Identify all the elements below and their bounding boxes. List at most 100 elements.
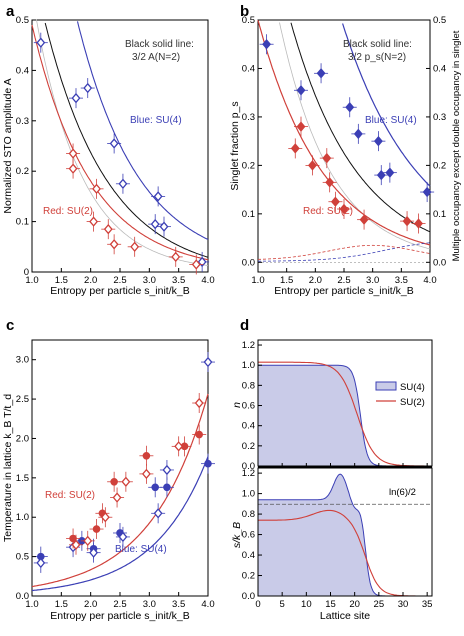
ylabel-a: Normalized STO amplitude A bbox=[2, 78, 14, 213]
x-tick-label: 3.5 bbox=[395, 275, 408, 286]
x-tick-label: 3.0 bbox=[143, 275, 156, 286]
label-blue-c: Blue: SU(4) bbox=[115, 544, 167, 555]
data-point-circle bbox=[151, 483, 159, 492]
y-tick-right-label: 0.2 bbox=[433, 160, 446, 171]
data-point-diamond bbox=[316, 68, 326, 79]
x-tick-label: 20 bbox=[349, 599, 360, 610]
x-tick-label: 2.0 bbox=[84, 275, 97, 286]
y-tick-label: 0.3 bbox=[242, 112, 255, 123]
data-point-diamond bbox=[121, 476, 131, 487]
ylabel-c: Temperature in lattice k_B T/t_d bbox=[2, 394, 14, 542]
x-tick-label: 15 bbox=[325, 599, 336, 610]
y-tick-label-top: 0.2 bbox=[242, 441, 255, 452]
xlabel-d: Lattice site bbox=[320, 610, 370, 622]
panel-letter-c: c bbox=[6, 317, 14, 334]
label-red-c: Red: SU(2) bbox=[45, 490, 95, 501]
y-tick-label-top: 1.0 bbox=[242, 360, 255, 371]
y-tick-right-label: 0.1 bbox=[433, 209, 446, 220]
y-tick-label-bottom: 0.0 bbox=[242, 591, 255, 602]
su4-dashed-curve bbox=[258, 242, 431, 262]
label-red-a: Red: SU(2) bbox=[43, 206, 93, 217]
label-blue-b: Blue: SU(4) bbox=[365, 115, 417, 126]
y-tick-label-top: 0.8 bbox=[242, 380, 255, 391]
x-tick-label: 2.5 bbox=[113, 599, 126, 610]
plot-d-top bbox=[258, 361, 432, 467]
y-tick-label: 0.2 bbox=[242, 160, 255, 171]
data-point-diamond bbox=[290, 143, 300, 154]
y-tick-label-top: 1.2 bbox=[242, 340, 255, 351]
x-tick-label: 1.0 bbox=[25, 275, 38, 286]
y-tick-label-top: 0.4 bbox=[242, 421, 255, 432]
y-tick-label: 1.5 bbox=[16, 473, 29, 484]
data-point-diamond bbox=[322, 152, 332, 164]
data-point-diamond bbox=[414, 218, 423, 229]
y-tick-label: 0.4 bbox=[16, 65, 29, 76]
x-tick-label: 3.0 bbox=[143, 599, 156, 610]
data-point-diamond bbox=[353, 128, 363, 140]
y-tick-label: 0.2 bbox=[16, 166, 29, 177]
points-c bbox=[33, 352, 215, 573]
data-point-circle bbox=[204, 459, 212, 468]
panel-c: c 1.0 1.5 2.0 2.5 3.0 3.5 4.0 0.0 0.5 1.0 1.5 2.0 2… bbox=[2, 317, 215, 622]
x-tick-label: 35 bbox=[422, 599, 433, 610]
data-point-diamond bbox=[103, 223, 113, 235]
yticks-right-b: 0.0 0.1 0.2 0.3 0.4 0.5 bbox=[426, 15, 446, 268]
legend-d: SU(4) SU(2) bbox=[375, 381, 425, 408]
curves-b bbox=[257, 19, 431, 263]
data-point-diamond bbox=[296, 85, 306, 96]
x-tick-label: 3.5 bbox=[172, 275, 185, 286]
ticks-d: 0 5 10 15 20 25 30 350.00.20.40.60.81.01.20.00.… bbox=[242, 340, 433, 610]
label-red-b: Red: SU(2) bbox=[303, 206, 353, 217]
y-tick-label: 0.4 bbox=[242, 63, 255, 74]
data-point-diamond bbox=[402, 215, 412, 227]
y-tick-label: 1.0 bbox=[16, 512, 29, 523]
su2-curve bbox=[31, 24, 209, 261]
legend-label-su4: SU(4) bbox=[400, 382, 425, 393]
y-tick-label-bottom: 1.0 bbox=[242, 489, 255, 500]
data-point-diamond bbox=[262, 39, 272, 50]
data-point-diamond bbox=[89, 547, 99, 558]
y-tick-label: 0 bbox=[24, 267, 29, 278]
y-tick-label: 3.0 bbox=[16, 355, 29, 366]
data-point-diamond bbox=[359, 214, 369, 225]
xlabel-a: Entropy per particle s_init/k_B bbox=[50, 285, 189, 297]
su4-curve bbox=[342, 23, 431, 187]
data-point-diamond bbox=[150, 218, 160, 230]
data-point-diamond bbox=[385, 167, 395, 178]
su2-curve bbox=[257, 19, 431, 246]
x-tick-label: 5 bbox=[280, 599, 285, 610]
data-point-diamond bbox=[325, 177, 335, 188]
y-tick-label: 2.0 bbox=[16, 433, 29, 444]
panel-letter-d: d bbox=[240, 317, 249, 334]
data-point-diamond bbox=[92, 183, 101, 195]
yticks-b: 0.0 0.1 0.2 0.3 0.4 0.5 bbox=[242, 15, 262, 268]
data-point-diamond bbox=[308, 160, 317, 171]
data-point-diamond bbox=[191, 259, 201, 270]
panel-letter-b: b bbox=[240, 3, 249, 20]
data-point-diamond bbox=[171, 251, 181, 263]
data-point-circle bbox=[110, 477, 118, 486]
xticks-a: 1.0 1.5 2.0 2.5 3.0 3.5 4.0 bbox=[25, 268, 215, 286]
y-tick-label: 0.5 bbox=[242, 15, 255, 26]
data-point-diamond bbox=[296, 121, 306, 132]
ylabel-b: Singlet fraction p_s bbox=[229, 101, 241, 190]
data-point-diamond bbox=[68, 148, 78, 159]
su2-curve bbox=[31, 393, 209, 588]
data-point-diamond bbox=[159, 221, 169, 232]
x-tick-label: 4.0 bbox=[201, 599, 214, 610]
ylabel-d-bottom: s/k_B bbox=[231, 522, 243, 548]
x-tick-label: 10 bbox=[301, 599, 312, 610]
y-tick-label: 2.5 bbox=[16, 394, 29, 405]
xlabel-c: Entropy per particle s_init/k_B bbox=[50, 610, 189, 622]
panel-b: b 1.0 1.5 2.0 2.5 3.0 3.5 4.0 0.00.10.20.30.40… bbox=[229, 3, 462, 297]
data-point-diamond bbox=[36, 37, 46, 48]
data-point-diamond bbox=[109, 239, 119, 250]
data-point-diamond bbox=[130, 241, 140, 252]
gray-curve bbox=[36, 19, 209, 266]
data-point-diamond bbox=[203, 356, 213, 368]
note-line2-b: 3/2 p_s(N=2) bbox=[348, 52, 406, 63]
y-tick-label-bottom: 0.4 bbox=[242, 550, 255, 561]
xlabel-b: Entropy per particle s_init/k_B bbox=[274, 285, 413, 297]
x-tick-label: 1.0 bbox=[251, 275, 264, 286]
